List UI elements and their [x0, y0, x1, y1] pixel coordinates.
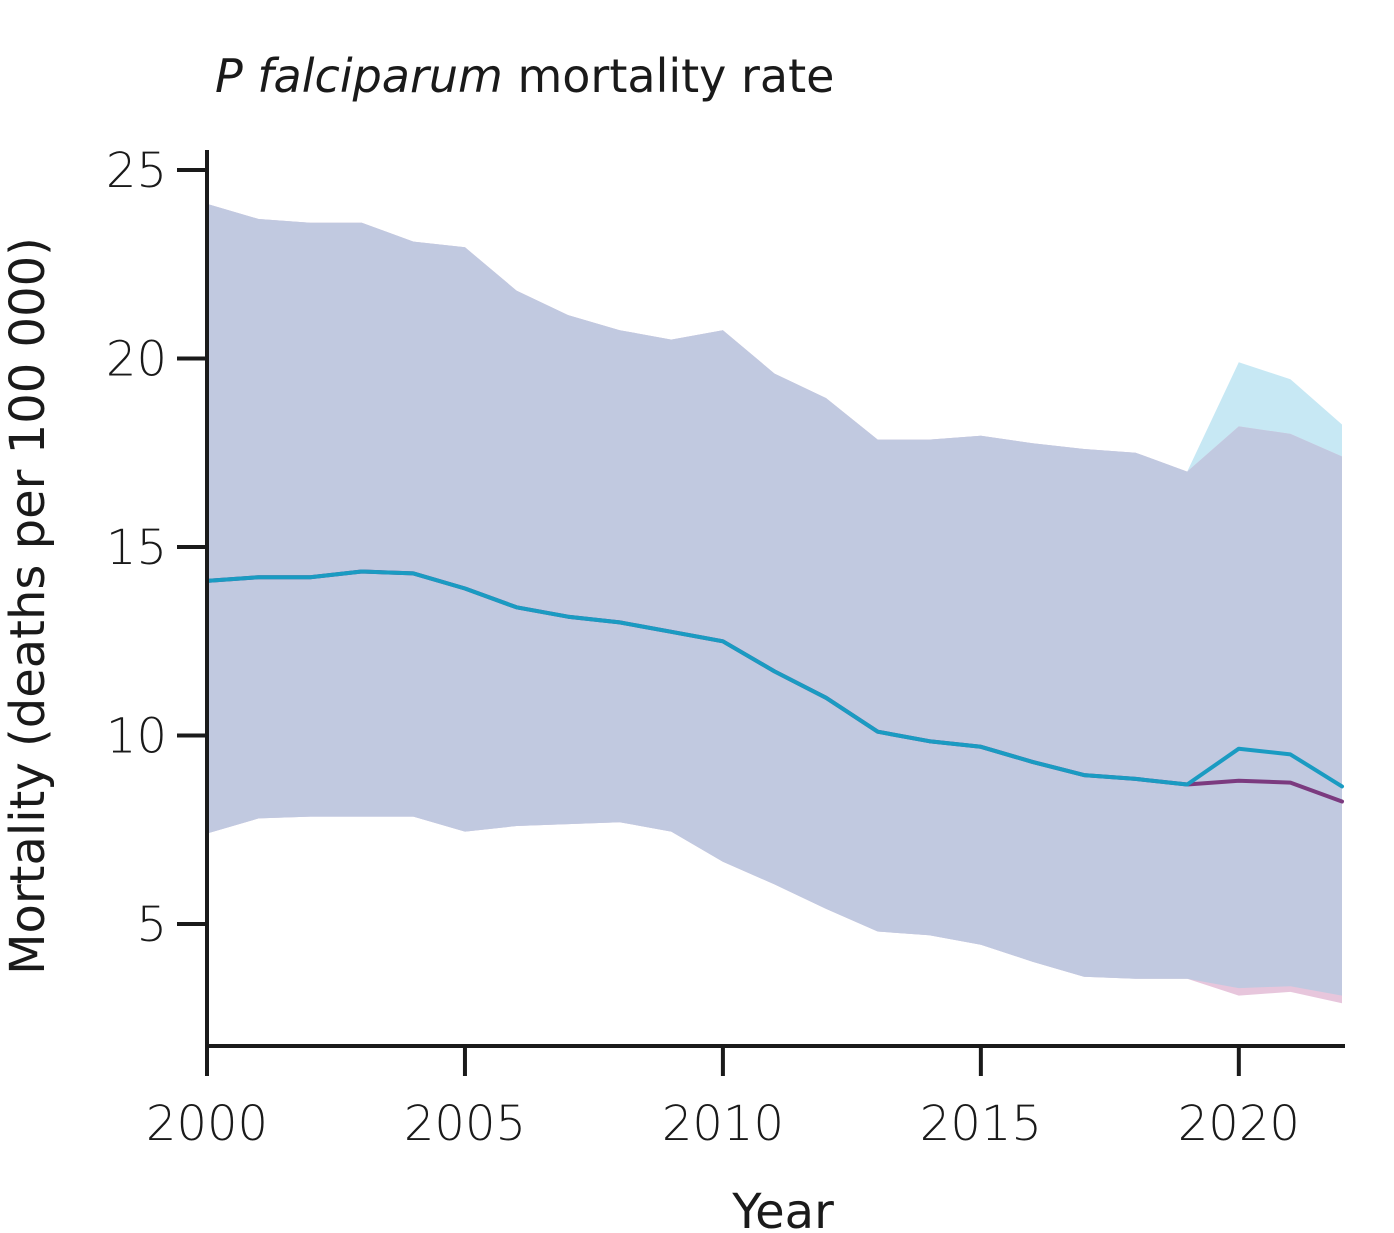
- y-ticks: 5 10 15 20 25: [106, 143, 207, 953]
- chart-title-text: mortality rate: [503, 49, 835, 103]
- x-tick-label-2000: 2000: [146, 1096, 268, 1152]
- y-tick-label-20: 20: [106, 332, 167, 388]
- y-axis-label: Mortality (deaths per 100 000): [0, 237, 56, 975]
- x-tick-label-2005: 2005: [404, 1096, 526, 1152]
- series-line-1: [205, 569, 1344, 789]
- y-tick-label-15: 15: [106, 520, 167, 576]
- x-tick-label-2010: 2010: [662, 1096, 784, 1152]
- x-tick-label-2015: 2015: [920, 1096, 1042, 1152]
- chart-title: P falciparum mortality rate: [215, 49, 834, 103]
- y-tick-label-5: 5: [136, 897, 167, 953]
- y-tick-label-10: 10: [106, 709, 167, 765]
- x-tick-label-2020: 2020: [1178, 1096, 1300, 1152]
- x-axis-label: Year: [731, 1184, 834, 1233]
- x-ticks: 2000 2005 2010 2015 2020: [146, 1046, 1300, 1152]
- y-tick-label-25: 25: [106, 143, 167, 199]
- chart-title-species: P falciparum: [215, 49, 503, 103]
- series-lines: [205, 569, 1344, 804]
- confidence-bands: [207, 203, 1342, 1004]
- band-overlap: [207, 203, 1342, 996]
